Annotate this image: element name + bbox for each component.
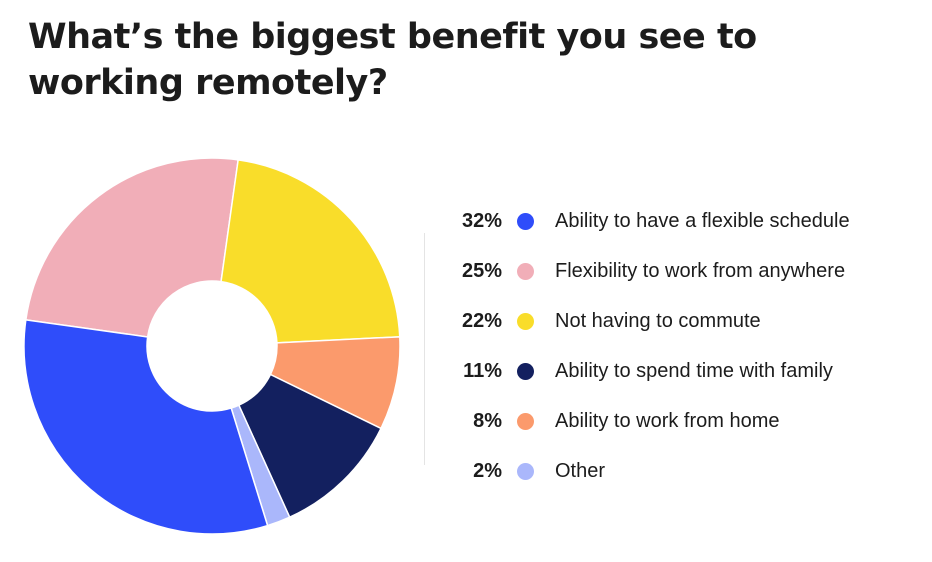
- donut-chart: [23, 157, 401, 535]
- legend-item: 32% Ability to have a flexible schedule: [430, 196, 910, 246]
- donut-slice-not-having-to-commute: [220, 158, 401, 344]
- legend-swatch-icon: [517, 412, 534, 430]
- legend-label: Not having to commute: [555, 309, 761, 332]
- legend-percent: 22%: [461, 309, 502, 332]
- legend-label: Other: [555, 459, 606, 482]
- legend-item: 8% Ability to work from home: [430, 396, 910, 446]
- legend-swatch-icon: [517, 262, 534, 280]
- legend-percent: 25%: [461, 259, 502, 282]
- legend-percent: 8%: [473, 409, 502, 432]
- donut-slice-ability-to-have-a-flexible-schedule: [23, 318, 269, 535]
- legend-swatch-icon: [517, 462, 534, 480]
- legend-item: 2% Other: [430, 446, 910, 496]
- legend-item: 25% Flexibility to work from anywhere: [430, 246, 910, 296]
- donut-slice-flexibility-to-work-from-anywhere: [24, 157, 240, 338]
- legend-label: Ability to spend time with family: [555, 359, 833, 382]
- legend-label: Ability to have a flexible schedule: [555, 209, 850, 232]
- legend-item: 11% Ability to spend time with family: [430, 346, 910, 396]
- legend-item: 22% Not having to commute: [430, 296, 910, 346]
- legend-label: Ability to work from home: [555, 409, 780, 432]
- legend-swatch-icon: [517, 212, 534, 230]
- chart-title: What’s the biggest benefit you see to wo…: [28, 17, 757, 103]
- legend-swatch-icon: [517, 312, 534, 330]
- legend-swatch-icon: [517, 362, 534, 380]
- legend-divider: [424, 233, 425, 465]
- legend-label: Flexibility to work from anywhere: [555, 259, 846, 282]
- legend-percent: 2%: [473, 459, 502, 482]
- donut-slice-ability-to-spend-time-with-family: [237, 373, 382, 519]
- legend-percent: 32%: [461, 209, 502, 232]
- legend-percent: 11%: [463, 359, 502, 382]
